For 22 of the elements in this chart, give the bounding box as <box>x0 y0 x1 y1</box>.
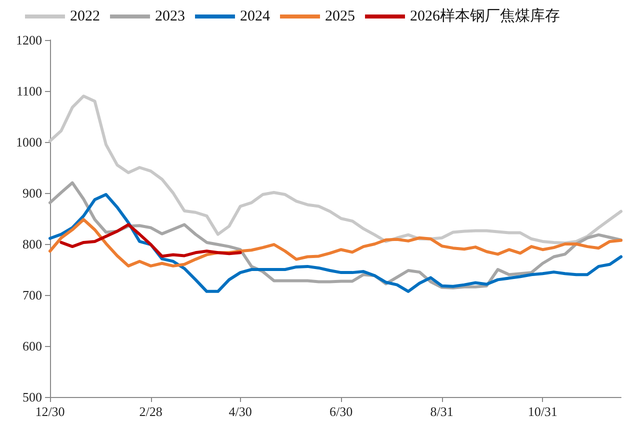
legend-label: 2026样本钢厂焦煤库存 <box>410 8 560 24</box>
line-series <box>48 218 622 268</box>
y-tick-label: 500 <box>22 390 42 404</box>
x-tick-label: 10/31 <box>528 404 558 419</box>
x-tick-label: 4/30 <box>228 404 252 419</box>
line-series <box>48 94 622 244</box>
y-tick-label: 800 <box>22 236 42 252</box>
x-tick-label: 12/30 <box>35 404 65 419</box>
y-tick-label: 700 <box>22 288 42 302</box>
y-tick-label: 600 <box>22 338 42 354</box>
legend-label: 2025 <box>325 8 355 24</box>
x-tick-label: 6/30 <box>330 404 353 419</box>
x-tick-label: 2/28 <box>139 404 162 419</box>
legend-label: 2022 <box>70 8 100 24</box>
legend-label: 2024 <box>240 8 270 24</box>
y-tick-label: 1100 <box>16 84 42 98</box>
y-tick-label: 1000 <box>16 134 42 150</box>
y-tick-label: 1200 <box>16 32 42 48</box>
x-tick-label: 8/31 <box>430 404 454 419</box>
legend-label: 2023 <box>155 8 185 24</box>
y-tick-label: 900 <box>22 186 42 200</box>
line-series <box>60 223 242 258</box>
